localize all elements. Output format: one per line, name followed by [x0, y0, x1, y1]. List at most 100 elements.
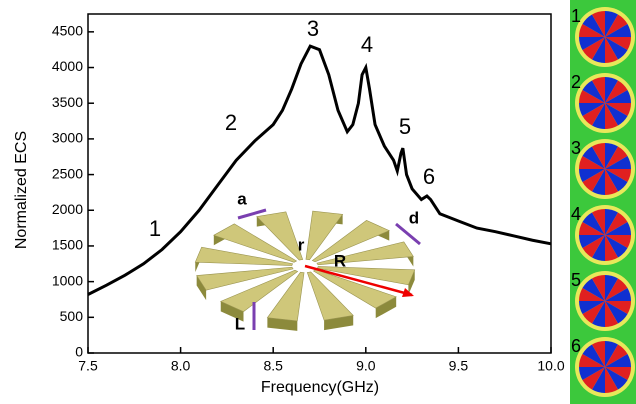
peak-label: 6 — [423, 164, 435, 189]
plot-frame — [87, 13, 552, 354]
mode-wedge — [592, 275, 605, 301]
wedge-side — [267, 317, 298, 331]
radius-arrow — [304, 264, 413, 297]
wedge — [256, 211, 304, 261]
mode-wedge — [579, 103, 605, 116]
y-tick-label: 0 — [75, 344, 83, 360]
x-tick-label: 10.0 — [537, 358, 564, 374]
mode-wedge — [605, 37, 618, 63]
y-axis-label: Normalized ECS — [13, 131, 30, 249]
mode-wedge — [582, 212, 605, 235]
y-tick-label: 2500 — [52, 165, 83, 181]
mode-wedge — [605, 80, 628, 103]
wedge — [213, 223, 298, 263]
mode-wedge — [605, 367, 631, 380]
mode-wedge — [605, 169, 628, 192]
mode-wedge — [605, 169, 631, 182]
mode-wedge — [605, 77, 618, 103]
mode-wedge — [605, 103, 618, 129]
inset-label: r — [298, 235, 305, 254]
mode-wedge — [592, 301, 605, 327]
mode-label: 1 — [571, 6, 581, 26]
mode-wedge — [582, 367, 605, 390]
mode-label: 4 — [571, 204, 581, 224]
mode-label: 6 — [571, 336, 581, 356]
mode-wedge — [605, 14, 628, 37]
mode-wedge — [582, 14, 605, 37]
inset-label: L — [235, 314, 245, 333]
mode-wedge — [582, 37, 605, 60]
mode-wedge — [605, 278, 628, 301]
mode-wedge — [605, 169, 618, 195]
mode-wedge — [592, 77, 605, 103]
mode-wedge — [579, 24, 605, 37]
mode-wedge — [592, 235, 605, 261]
mode-wedge — [579, 169, 605, 182]
mode-wedge — [579, 354, 605, 367]
mode-wedge — [582, 278, 605, 301]
x-tick-label: 7.5 — [78, 358, 98, 374]
wedge-side — [220, 301, 244, 322]
mode-wedge — [605, 37, 631, 50]
mode-wedge — [605, 354, 631, 367]
x-tick-label: 9.5 — [449, 358, 469, 374]
arrow-head — [402, 288, 414, 297]
x-axis-label: Frequency(GHz) — [261, 379, 379, 396]
dim-arrow — [237, 208, 267, 220]
y-tick-label: 500 — [60, 308, 84, 324]
mode-wedge — [605, 146, 628, 169]
mode-wedge — [582, 344, 605, 367]
mode-wedge — [582, 169, 605, 192]
peak-label: 4 — [361, 32, 373, 57]
inset-label: a — [237, 189, 247, 208]
mode-wedge — [592, 37, 605, 63]
mode-label: 2 — [571, 72, 581, 92]
y-tick-label: 4500 — [52, 23, 83, 39]
x-tick-label: 8.5 — [263, 358, 283, 374]
mode-wedge — [579, 37, 605, 50]
mode-wedge — [579, 288, 605, 301]
ecs-line — [87, 44, 552, 296]
y-tick-label: 1000 — [52, 272, 83, 288]
mode-wedge — [592, 143, 605, 169]
y-tick-label: 3500 — [52, 94, 83, 110]
y-tick-label: 1500 — [52, 237, 83, 253]
peak-label: 3 — [307, 16, 319, 41]
mode-wedge — [579, 367, 605, 380]
wedge-side — [375, 296, 397, 319]
mode-wedge — [582, 146, 605, 169]
wedge-side — [408, 269, 415, 295]
wedge — [316, 241, 414, 266]
peak-label: 2 — [225, 110, 237, 135]
x-tick-label: 8.0 — [171, 358, 191, 374]
x-tick-label: 9.0 — [356, 358, 376, 374]
inset-structure — [194, 208, 421, 331]
wedge — [306, 271, 354, 321]
mode-wedge — [605, 143, 618, 169]
mode-wedge — [605, 367, 618, 393]
wedge-side — [196, 275, 207, 301]
mode-wedge — [605, 11, 618, 37]
mode-wedge — [605, 209, 618, 235]
mode-wedge — [605, 103, 631, 116]
wedge — [312, 269, 397, 309]
y-tick-label: 4000 — [52, 58, 83, 74]
mode-wedge — [605, 367, 628, 390]
inset-label: R — [334, 251, 346, 270]
mode-wedge — [592, 209, 605, 235]
wedge — [196, 266, 294, 291]
mode-wedge — [605, 235, 618, 261]
wedge — [194, 246, 294, 266]
mode-wedge — [605, 341, 618, 367]
mode-panel — [570, 0, 636, 404]
mode-wedge — [605, 222, 631, 235]
mode-wedge — [605, 24, 631, 37]
y-tick-label: 3000 — [52, 130, 83, 146]
mode-wedge — [582, 103, 605, 126]
mode-wedge — [605, 301, 628, 324]
mode-wedge — [605, 235, 628, 258]
mode-label: 3 — [571, 138, 581, 158]
mode-wedge — [579, 301, 605, 314]
mode-wedge — [592, 367, 605, 393]
